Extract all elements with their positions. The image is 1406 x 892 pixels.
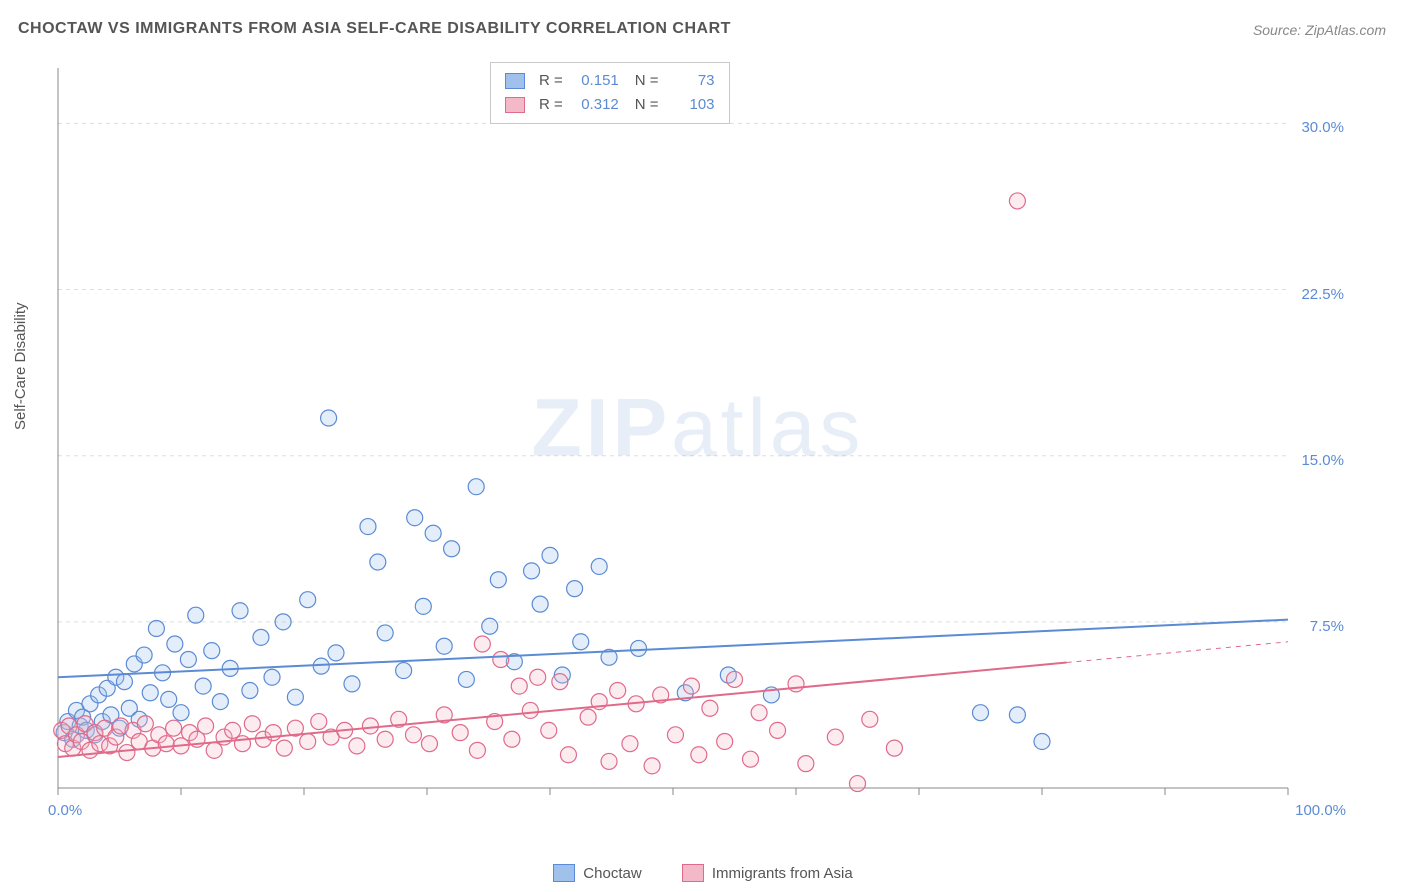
n-value: 73 — [665, 69, 715, 93]
y-axis-label: Self-Care Disability — [12, 302, 29, 430]
y-tick-label: 22.5% — [1301, 286, 1344, 303]
r-value: 0.151 — [569, 69, 619, 93]
series-legend: Choctaw Immigrants from Asia — [0, 864, 1406, 886]
y-tick-label: 15.0% — [1301, 452, 1344, 469]
stats-row-asia: R =0.312 N =103 — [505, 93, 715, 117]
chart-container: CHOCTAW VS IMMIGRANTS FROM ASIA SELF-CAR… — [0, 0, 1406, 892]
swatch-choctaw-icon — [505, 73, 525, 89]
y-tick-label: 30.0% — [1301, 119, 1344, 136]
n-label: N = — [635, 93, 659, 117]
legend-item-asia: Immigrants from Asia — [682, 864, 853, 882]
legend-item-choctaw: Choctaw — [553, 864, 641, 882]
stats-legend: R =0.151 N =73 R =0.312 N =103 — [490, 62, 730, 124]
x-tick-left: 0.0% — [48, 802, 82, 819]
legend-label-asia: Immigrants from Asia — [712, 865, 853, 882]
stats-row-choctaw: R =0.151 N =73 — [505, 69, 715, 93]
chart-title: CHOCTAW VS IMMIGRANTS FROM ASIA SELF-CAR… — [18, 20, 731, 38]
swatch-asia-icon — [505, 97, 525, 113]
plot-area: ZIPatlas R =0.151N =73R =0.312N =103 7.5… — [48, 58, 1348, 818]
scatter-svg — [48, 58, 1348, 818]
y-tick-label: 7.5% — [1310, 618, 1344, 635]
n-label: N = — [635, 69, 659, 93]
n-value: 103 — [665, 93, 715, 117]
r-label: R = — [539, 69, 563, 93]
swatch-choctaw — [553, 864, 575, 882]
legend-label-choctaw: Choctaw — [583, 865, 641, 882]
r-label: R = — [539, 93, 563, 117]
swatch-asia — [682, 864, 704, 882]
x-tick-right: 100.0% — [1295, 802, 1346, 819]
r-value: 0.312 — [569, 93, 619, 117]
source-credit: Source: ZipAtlas.com — [1253, 22, 1386, 38]
